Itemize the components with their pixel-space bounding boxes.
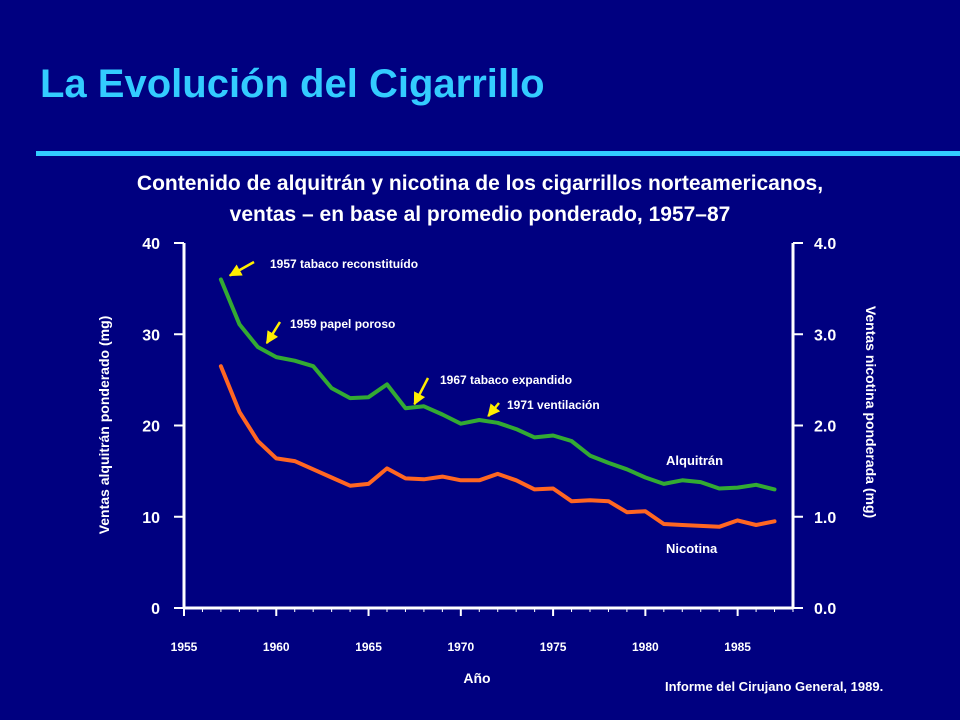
series-line-nicotina [218,364,777,529]
annotation-label: 1957 tabaco reconstituído [270,257,418,271]
y-tick-label-left: 20 [142,419,160,436]
chart-subtitle-line-2: ventas – en base al promedio ponderado, … [229,203,731,226]
y-axis-label-left: Ventas alquitrán ponderado (mg) [96,316,112,535]
x-tick-label: 1975 [540,640,567,654]
x-tick-label: 1970 [447,640,474,654]
y-tick-label-right: 2.0 [814,419,836,436]
series-line-alquitran [218,277,777,492]
y-tick-label-left: 0 [151,601,160,618]
x-tick-label: 1960 [263,640,290,654]
annotation-label: 1971 ventilación [507,398,600,412]
series-label-nicotina: Nicotina [666,541,718,556]
slide-title: La Evolución del Cigarrillo [40,62,545,106]
title-divider [36,151,960,156]
chart-subtitle-line-1: Contenido de alquitrán y nicotina de los… [136,172,824,195]
y-tick-label-right: 4.0 [814,236,836,253]
annotation-arrow [265,321,282,345]
x-tick-label: 1985 [724,640,751,654]
y-tick-label-left: 30 [142,327,160,344]
x-tick-label: 1955 [171,640,198,654]
y-tick-label-left: 10 [142,510,160,527]
y-tick-label-right: 1.0 [814,510,836,527]
y-tick-label-right: 3.0 [814,327,836,344]
annotation-label: 1967 tabaco expandido [440,373,572,387]
y-tick-label-right: 0.0 [814,601,836,618]
y-tick-label-left: 40 [142,236,160,253]
annotation-arrow [413,377,430,406]
annotation-arrow [228,260,255,277]
annotation-arrow [487,402,501,417]
y-axis-label-right: Ventas nicotina ponderada (mg) [863,306,879,518]
x-tick-label: 1965 [355,640,382,654]
x-axis-label: Año [463,670,490,686]
annotation-label: 1959 papel poroso [290,317,395,331]
source-citation: Informe del Cirujano General, 1989. [665,679,884,694]
series-label-alquitran: Alquitrán [666,453,723,468]
x-tick-label: 1980 [632,640,659,654]
